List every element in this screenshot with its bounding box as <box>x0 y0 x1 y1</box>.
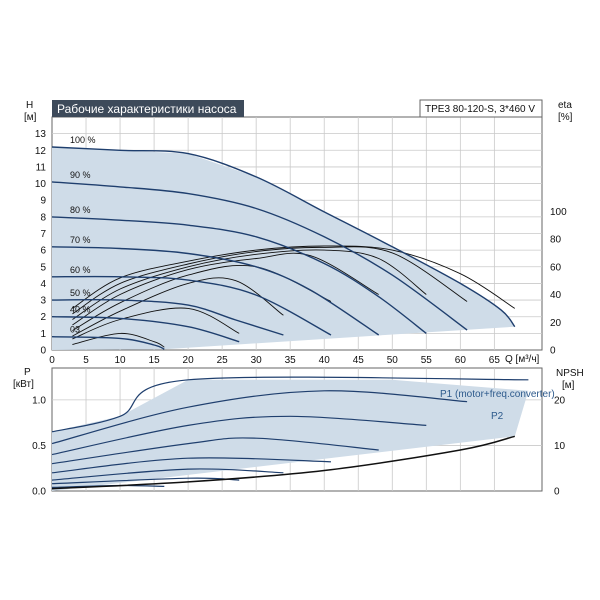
head-curve <box>51 146 516 328</box>
y-axis-unit-h: [м] <box>24 112 37 123</box>
x-tick-label: 50 <box>387 355 399 366</box>
head-curve <box>51 336 165 350</box>
x-tick-label: 5 <box>83 355 89 366</box>
x-tick-label: 15 <box>149 355 161 366</box>
eta-tick-label: 60 <box>550 262 562 273</box>
y-tick-label: 13 <box>35 129 47 140</box>
eta-tick-label: 0 <box>550 346 556 357</box>
head-curve <box>51 181 468 331</box>
y-tick-label: 12 <box>35 146 47 157</box>
x-tick-label: 35 <box>285 355 297 366</box>
head-curve <box>51 275 332 336</box>
annotation-p1: P1 (motor+freq.converter) <box>440 389 555 400</box>
power-tick-label: 0.0 <box>32 487 46 498</box>
speed-label: 50 % <box>70 288 91 298</box>
npsh-curve <box>51 435 515 490</box>
operating-envelope-fill <box>52 133 515 350</box>
eta-tick-label: 20 <box>550 318 562 329</box>
speed-labels: 100 % 90 % 80 % 70 % 60 % 50 % 40 % 03 <box>70 135 96 335</box>
head-curve <box>51 316 240 343</box>
y-tick-label: 5 <box>40 262 46 273</box>
eta-tick-label: 80 <box>550 235 562 246</box>
power-curve <box>51 437 379 465</box>
power-curve <box>51 457 332 474</box>
x-tick-label: 10 <box>114 355 126 366</box>
y-tick-label: 1 <box>40 329 46 340</box>
head-curves <box>51 146 516 350</box>
x-tick-label: 45 <box>353 355 365 366</box>
x-tick-label: 30 <box>251 355 263 366</box>
x-tick-label: 40 <box>319 355 331 366</box>
power-tick-label: 1.0 <box>32 395 46 406</box>
annotation-p2: P2 <box>491 411 504 422</box>
npsh-tick-label: 20 <box>554 395 566 406</box>
y-tick-label: 0 <box>40 346 46 357</box>
eta-tick-label: 40 <box>550 290 562 301</box>
eta-curve <box>72 245 516 309</box>
y-axis-label-p: P <box>24 367 31 378</box>
npsh-tick-label: 10 <box>554 441 566 452</box>
speed-label: 70 % <box>70 235 91 245</box>
y-tick-label: 6 <box>40 246 46 257</box>
x-axis-label: Q [м³/ч] <box>505 354 540 365</box>
x-tick-label: 0 <box>49 355 55 366</box>
head-curve <box>51 216 427 334</box>
speed-label: 03 <box>70 325 80 335</box>
y2-axis-label-npsh: NPSH <box>556 368 584 379</box>
eta-curve <box>72 307 240 340</box>
power-curve <box>51 376 529 433</box>
eta-curve <box>72 252 379 326</box>
power-curves <box>51 376 529 488</box>
head-curve <box>51 299 284 336</box>
y-tick-label: 2 <box>40 312 46 323</box>
speed-label: 80 % <box>70 205 91 215</box>
x-tick-label: 25 <box>217 355 229 366</box>
speed-label: 60 % <box>70 265 91 275</box>
power-plot: 0.0 0.5 1.0 0 10 20 P [кВт] NPSH [м] P1 (mot… <box>13 367 584 498</box>
power-curve <box>51 468 284 481</box>
eta-curve <box>72 332 165 348</box>
eta-curve <box>72 277 284 337</box>
speed-label: 40 % <box>70 305 91 315</box>
right-tick-labels: 0 20 40 60 80 100 <box>550 207 567 357</box>
x-tick-label: 60 <box>455 355 467 366</box>
y-axis-unit-p: [кВт] <box>13 379 34 390</box>
chart-title-bg <box>52 100 244 117</box>
x-tick-label: 55 <box>421 355 433 366</box>
eta-curve <box>72 246 468 315</box>
chart-title: Рабочие характеристики насоса <box>57 102 237 116</box>
y-tick-label: 10 <box>35 179 47 190</box>
speed-label: 90 % <box>70 170 91 180</box>
speed-label: 100 % <box>70 135 96 145</box>
eta-curve <box>72 249 427 320</box>
eta-tick-label: 100 <box>550 207 567 218</box>
power-tick-labels: 0.0 0.5 1.0 <box>32 395 46 497</box>
y-tick-label: 8 <box>40 212 46 223</box>
x-tick-label: 20 <box>183 355 195 366</box>
y-tick-label: 11 <box>36 162 47 173</box>
power-curve <box>51 390 468 445</box>
y-tick-label: 7 <box>40 229 46 240</box>
model-box <box>419 99 543 118</box>
npsh-tick-labels: 0 10 20 <box>554 395 566 497</box>
power-curve <box>51 415 427 456</box>
y-tick-label: 4 <box>40 279 46 290</box>
y-tick-label: 9 <box>40 196 46 207</box>
x-tick-labels: 0 5 10 15 20 25 30 35 40 45 50 55 60 65 <box>49 355 500 366</box>
x-tick-label: 65 <box>489 355 501 366</box>
power-envelope-fill <box>52 379 529 491</box>
y2-axis-unit-eta: [%] <box>558 112 573 123</box>
power-tick-label: 0.5 <box>32 441 46 452</box>
y2-axis-label-eta: eta <box>558 100 572 111</box>
npsh-tick-label: 0 <box>554 487 560 498</box>
y2-axis-unit-npsh: [м] <box>562 380 575 391</box>
head-plot: 100 %90 %80 %70 %60 %50 %40 %03 0 5 10 15 20… <box>24 99 573 366</box>
model-label: TPE3 80-120-S, 3*460 V <box>425 104 535 115</box>
head-curve <box>51 246 380 336</box>
y-axis-label-h: H <box>26 100 33 111</box>
y-tick-label: 3 <box>40 296 46 307</box>
